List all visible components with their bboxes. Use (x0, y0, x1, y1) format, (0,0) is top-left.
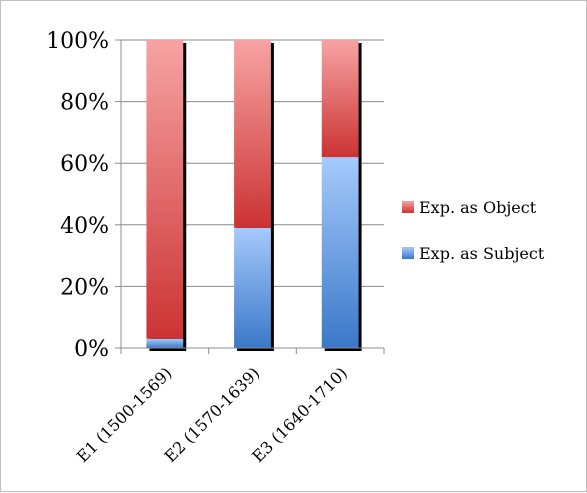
bars (146, 40, 361, 351)
y-tick-label: 40% (60, 214, 109, 239)
legend-label: Exp. as Subject (419, 244, 545, 263)
legend-swatch (402, 201, 414, 213)
y-tick-label: 0% (74, 337, 109, 362)
x-category-label: E3 (1640-1710) (248, 363, 351, 466)
bar-segment-object (234, 40, 271, 228)
y-tick-label: 80% (60, 91, 109, 116)
bar-segment-subject (234, 228, 271, 348)
y-tick-label: 100% (46, 29, 109, 54)
x-category-label: E1 (1500-1569) (73, 363, 176, 466)
legend-swatch (402, 247, 414, 259)
x-category-label: E2 (1570-1639) (161, 363, 264, 466)
y-tick-label: 60% (60, 152, 109, 177)
bar-segment-subject (146, 339, 183, 348)
legend: Exp. as Object Exp. as Subject (402, 198, 545, 263)
bar-segment-object (322, 40, 359, 157)
bar-segment-object (146, 40, 183, 339)
legend-label: Exp. as Object (419, 198, 537, 217)
bar-segment-subject (322, 157, 359, 348)
y-tick-label: 20% (60, 275, 109, 300)
